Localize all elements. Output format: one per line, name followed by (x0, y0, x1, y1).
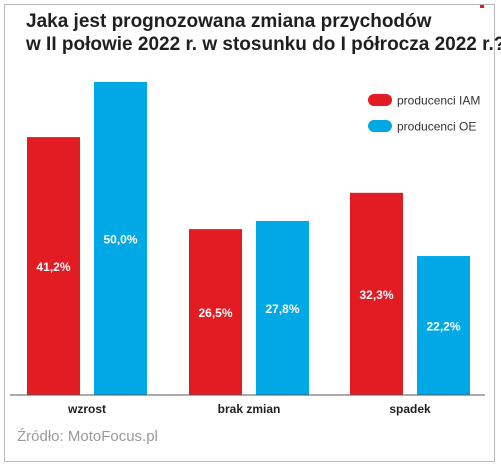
data-label-producenci-oe-2: 22,2% (426, 320, 460, 334)
chart-card (4, 4, 495, 462)
legend-label-1: producenci OE (397, 120, 476, 134)
bar-producenci-oe-0 (94, 82, 147, 395)
x-tick-label-0: wzrost (67, 402, 106, 416)
x-tick-label-1: brak zmian (218, 402, 281, 416)
bar-producenci-iam-0 (27, 137, 80, 395)
accent-mark (480, 5, 484, 8)
data-label-producenci-oe-0: 50,0% (103, 233, 137, 247)
chart-title-line-1: Jaka jest prognozowana zmiana przychodów (26, 11, 432, 32)
legend-label-0: producenci IAM (397, 94, 480, 108)
data-label-producenci-iam-1: 26,5% (198, 306, 232, 320)
bar-producenci-iam-2 (350, 192, 403, 395)
data-label-producenci-iam-0: 41,2% (36, 260, 70, 274)
legend-swatch-0 (368, 94, 392, 106)
bar-producenci-oe-1 (256, 220, 309, 395)
bar-producenci-iam-1 (189, 229, 242, 395)
data-label-producenci-iam-2: 32,3% (359, 288, 393, 302)
bar-producenci-oe-2 (417, 256, 470, 395)
legend-swatch-1 (368, 120, 392, 132)
chart-title: Jaka jest prognozowana zmiana przychodów… (26, 10, 501, 56)
chart-title-line-2: w II połowie 2022 r. w stosunku do I pół… (26, 34, 501, 55)
data-label-producenci-oe-1: 27,8% (265, 302, 299, 316)
source-note: Źródło: MotoFocus.pl (17, 428, 158, 445)
x-tick-label-2: spadek (389, 402, 431, 416)
